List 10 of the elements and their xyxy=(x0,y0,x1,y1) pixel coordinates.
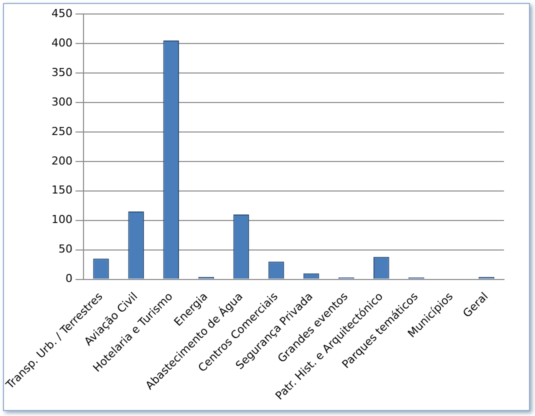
y-tick-label: 250 xyxy=(52,124,73,138)
y-tick-label: 350 xyxy=(52,66,73,79)
y-tick-label: 100 xyxy=(52,213,73,226)
y-tick-label: 0 xyxy=(66,272,73,286)
y-tick-label: 400 xyxy=(52,36,73,50)
y-tick-label: 300 xyxy=(52,95,73,108)
y-tick-label: 150 xyxy=(52,184,73,197)
y-tick-label: 450 xyxy=(52,6,73,20)
y-tick-label: 50 xyxy=(58,242,73,256)
y-tick-label: 200 xyxy=(52,154,73,168)
